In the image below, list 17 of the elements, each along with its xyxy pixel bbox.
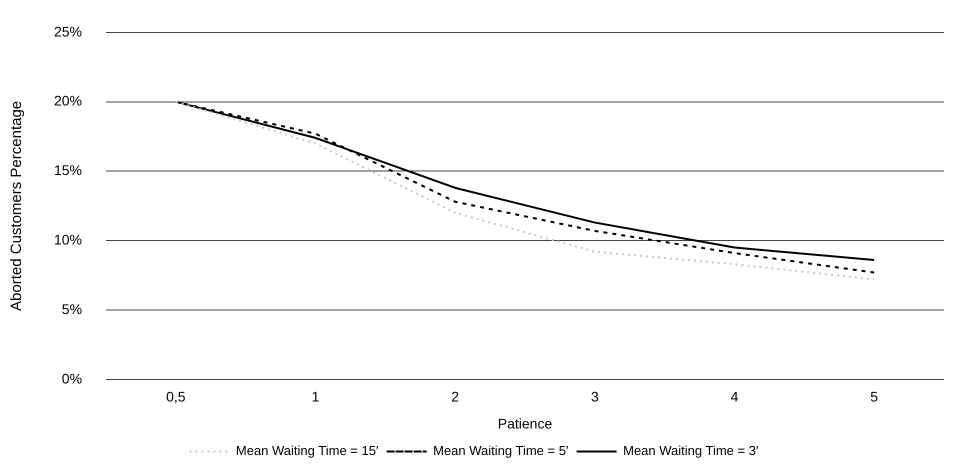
y-tick-label: 10% <box>54 231 82 248</box>
x-tick-label: 2 <box>451 388 460 405</box>
x-axis-title: Patience <box>498 415 552 432</box>
x-tick-label: 4 <box>730 388 739 405</box>
x-tick-label: 1 <box>312 388 320 405</box>
y-tick-label: 0% <box>62 370 82 386</box>
y-tick-label: 15% <box>54 162 82 178</box>
legend-label: Mean Waiting Time = 5′ <box>433 443 569 458</box>
y-tick-label: 25% <box>54 23 82 40</box>
y-axis-title: Aborted Customers Percentage <box>8 100 26 311</box>
x-tick-label: 3 <box>590 388 599 405</box>
x-tick-label: 5 <box>870 388 878 405</box>
y-tick-label: 20% <box>54 92 82 109</box>
legend-label: Mean Waiting Time = 3′ <box>623 443 759 458</box>
legend-label: Mean Waiting Time = 15′ <box>236 443 379 458</box>
y-tick-label: 5% <box>62 300 82 317</box>
x-tick-label: 0,5 <box>166 388 186 405</box>
